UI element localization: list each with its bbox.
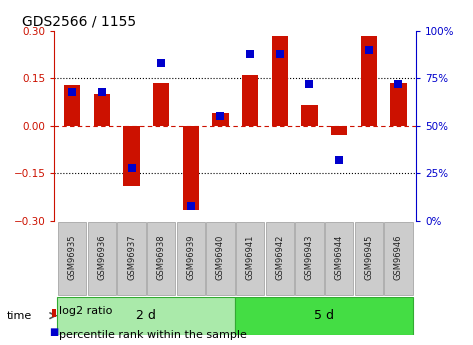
Text: GSM96941: GSM96941 xyxy=(245,235,254,280)
Bar xyxy=(64,85,80,126)
Text: ■: ■ xyxy=(49,327,59,337)
Text: GSM96935: GSM96935 xyxy=(68,235,77,280)
Point xyxy=(217,114,224,119)
Bar xyxy=(94,94,110,126)
Point xyxy=(246,51,254,57)
Bar xyxy=(123,126,140,186)
Bar xyxy=(147,222,175,295)
Text: GSM96936: GSM96936 xyxy=(97,234,106,280)
Bar xyxy=(58,222,87,295)
Bar xyxy=(331,126,347,136)
Bar xyxy=(236,222,264,295)
Point xyxy=(128,165,135,170)
Text: time: time xyxy=(7,311,32,321)
Bar xyxy=(325,222,353,295)
Point xyxy=(306,81,313,87)
Point xyxy=(335,157,343,163)
Bar xyxy=(176,222,205,295)
Text: GSM96942: GSM96942 xyxy=(275,235,284,280)
Bar xyxy=(183,126,199,210)
Bar xyxy=(360,36,377,126)
Bar xyxy=(355,222,383,295)
Text: 2 d: 2 d xyxy=(136,309,156,322)
Bar xyxy=(88,222,116,295)
Text: 5 d: 5 d xyxy=(314,309,334,322)
Bar xyxy=(153,83,169,126)
Text: GDS2566 / 1155: GDS2566 / 1155 xyxy=(22,14,136,29)
Point xyxy=(69,89,76,95)
Point xyxy=(276,51,284,57)
Text: GSM96938: GSM96938 xyxy=(157,234,166,280)
Bar xyxy=(301,105,318,126)
Point xyxy=(187,203,194,208)
Text: log2 ratio: log2 ratio xyxy=(59,306,113,316)
Text: GSM96940: GSM96940 xyxy=(216,235,225,280)
Text: GSM96944: GSM96944 xyxy=(334,235,343,280)
Text: percentile rank within the sample: percentile rank within the sample xyxy=(59,330,247,340)
Text: GSM96937: GSM96937 xyxy=(127,234,136,280)
Bar xyxy=(57,297,236,335)
Bar xyxy=(236,297,413,335)
Bar xyxy=(390,83,407,126)
Bar xyxy=(206,222,235,295)
Bar xyxy=(242,75,258,126)
Point xyxy=(158,61,165,66)
Bar xyxy=(384,222,412,295)
Bar xyxy=(117,222,146,295)
Bar xyxy=(212,113,228,126)
Text: GSM96943: GSM96943 xyxy=(305,235,314,280)
Point xyxy=(98,89,105,95)
Point xyxy=(365,47,373,53)
Bar xyxy=(265,222,294,295)
Text: GSM96939: GSM96939 xyxy=(186,235,195,280)
Text: GSM96945: GSM96945 xyxy=(364,235,373,280)
Point xyxy=(394,81,402,87)
Text: GSM96946: GSM96946 xyxy=(394,235,403,280)
Bar xyxy=(295,222,324,295)
Bar xyxy=(272,36,288,126)
